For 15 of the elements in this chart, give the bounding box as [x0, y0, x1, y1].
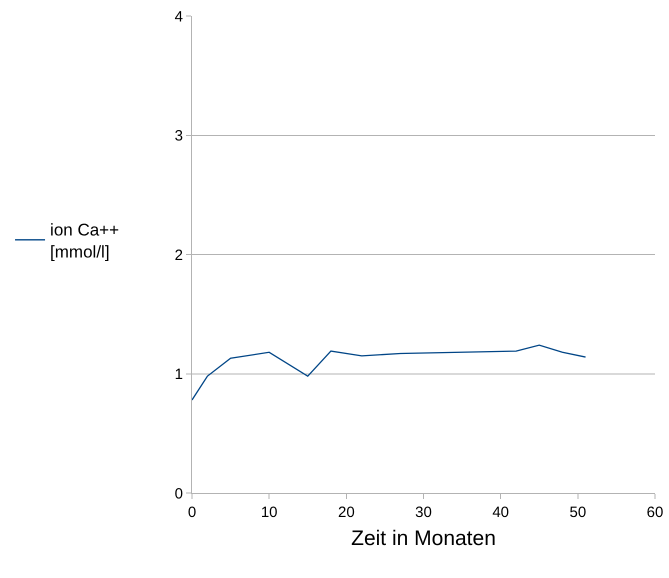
- y-tick-label: 1: [174, 366, 183, 383]
- x-tick-label: 30: [415, 504, 432, 521]
- x-tick-label: 50: [569, 504, 586, 521]
- y-tick-label: 0: [174, 485, 183, 502]
- x-tick-label: 60: [646, 504, 664, 521]
- x-tick-label: 0: [188, 504, 196, 521]
- y-tick-label: 2: [174, 246, 183, 264]
- x-axis-title: Zeit in Monaten: [351, 527, 496, 550]
- x-tick-label: 40: [492, 504, 510, 521]
- x-tick-label: 20: [338, 504, 355, 521]
- line-series: [192, 344, 586, 401]
- x-tick-label: 10: [260, 504, 278, 521]
- y-tick-label: 4: [174, 8, 183, 26]
- legend-label: ion Ca++ [mmol/l]: [50, 220, 120, 262]
- y-tick-label: 3: [174, 128, 183, 144]
